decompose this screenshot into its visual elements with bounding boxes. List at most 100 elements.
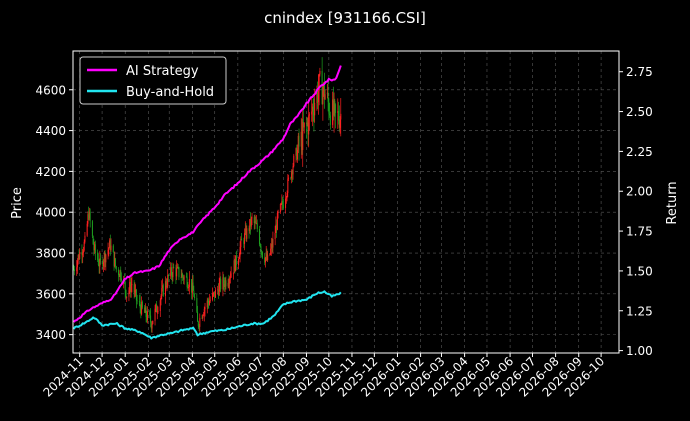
y2-tick-label: 2.25 [626, 145, 653, 159]
candle-body [105, 254, 107, 263]
candle-body [254, 221, 256, 223]
candle-body [319, 70, 321, 75]
candle-body [332, 99, 334, 125]
candle-body [114, 258, 116, 267]
candle-body [165, 281, 167, 287]
candle-body [253, 217, 255, 223]
candle-body [288, 177, 290, 179]
candle-body [115, 258, 117, 267]
candle-body [261, 250, 263, 252]
candle-body [94, 244, 96, 251]
candle-body [91, 221, 93, 237]
candle-body [230, 273, 232, 278]
candle-body [103, 262, 105, 267]
candle-body [238, 258, 240, 266]
y2-tick-label: 1.75 [626, 225, 653, 239]
candle-body [82, 250, 84, 253]
candle-body [324, 94, 326, 100]
candle-body [134, 289, 136, 293]
candle-body [340, 113, 342, 120]
candle-body [183, 276, 185, 280]
candle-body [129, 282, 131, 291]
candle-body [291, 171, 293, 179]
y2-tick-label: 2.75 [626, 65, 653, 79]
candle-body [293, 155, 295, 167]
candle-body [157, 310, 159, 312]
candle-body [241, 238, 243, 241]
candle-body [250, 218, 252, 227]
candle-body [245, 228, 247, 239]
candle-body [251, 217, 253, 219]
candle-body [88, 214, 90, 219]
candle-body [152, 320, 154, 325]
candle-body [281, 201, 283, 204]
candle-body [243, 240, 245, 244]
candle-body [160, 295, 162, 301]
candle-body [112, 245, 114, 253]
candle-body [209, 301, 210, 305]
candle-body [118, 269, 119, 276]
candle-body [270, 243, 272, 249]
y-tick-label: 3600 [35, 287, 66, 301]
candle-body [303, 122, 305, 128]
candle-body [255, 221, 257, 224]
candle-body [339, 119, 341, 128]
candle-body [321, 70, 323, 105]
candle-body [208, 302, 210, 305]
series-lines [72, 65, 342, 340]
series-line-buy-and-hold [72, 290, 342, 340]
candle-body [99, 258, 101, 267]
candle-body [298, 135, 300, 147]
candle-body [98, 265, 100, 267]
candle-body [191, 282, 193, 293]
candle-body [140, 307, 142, 315]
candle-body [170, 267, 172, 277]
candle-body [102, 260, 104, 267]
candle-body [176, 267, 178, 277]
candle-body [327, 92, 329, 102]
candle-body [139, 301, 141, 308]
candle-body [269, 253, 271, 256]
candle-body [126, 296, 128, 298]
candle-body [275, 224, 277, 233]
candle-body [282, 201, 284, 205]
candle-body [290, 177, 292, 179]
candle-body [162, 285, 164, 296]
candle-body [146, 316, 148, 321]
candle-body [89, 211, 91, 222]
candle-body [144, 307, 146, 313]
legend-label-buy-and-hold: Buy-and-Hold [126, 85, 214, 100]
candle-body [161, 288, 163, 296]
candle-body [178, 267, 180, 278]
candle-body [276, 224, 278, 230]
candle-body [78, 254, 80, 259]
y2-tick-label: 2.00 [626, 185, 653, 199]
candle-body [186, 276, 188, 288]
candle-body [159, 300, 161, 311]
candle-body [115, 266, 117, 270]
candle-body [177, 266, 179, 268]
candle-body [191, 279, 193, 293]
candle-body [150, 315, 152, 323]
candle-body [300, 131, 302, 147]
axes: 2024-112024-122025-012025-022025-032025-… [35, 65, 652, 399]
candle-body [240, 238, 242, 248]
candle-body [109, 240, 111, 250]
candle-body [120, 278, 122, 281]
candle-body [93, 244, 95, 251]
candle-body [167, 274, 169, 287]
candle-body [308, 114, 310, 116]
candle-body [202, 315, 204, 319]
candle-body [220, 278, 222, 290]
candle-body [104, 253, 106, 263]
legend: AI Strategy Buy-and-Hold [79, 56, 227, 105]
candle-body [145, 307, 147, 317]
series-line-ai-strategy [72, 65, 342, 323]
candle-body [286, 193, 288, 198]
candle-body [219, 278, 221, 284]
candle-body [128, 290, 130, 297]
candle-body [265, 253, 267, 258]
candle-body [335, 104, 337, 113]
candle-body [223, 284, 225, 288]
candle-body [323, 83, 325, 92]
